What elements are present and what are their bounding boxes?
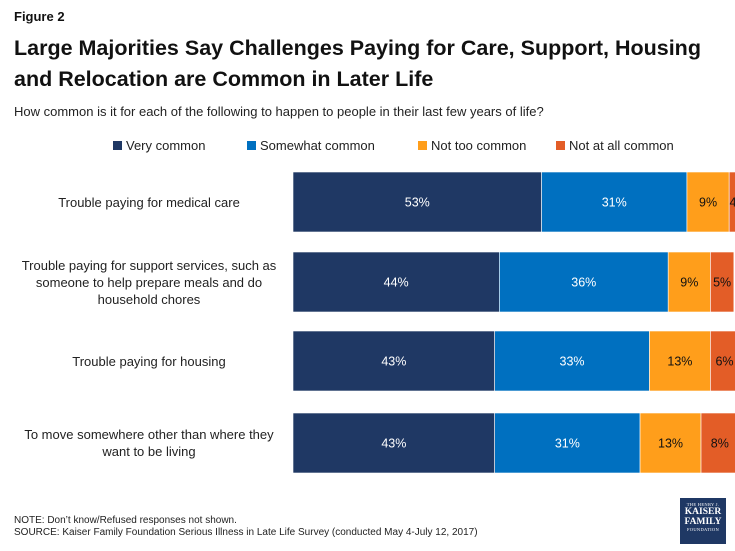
- data-label: 43%: [381, 355, 406, 369]
- bar-segment: [700, 412, 735, 474]
- legend-swatch: [113, 141, 122, 150]
- data-label: 9%: [699, 196, 717, 210]
- data-label: 31%: [602, 196, 627, 210]
- logo-line-3: FAMILY: [684, 517, 722, 527]
- kff-logo: THE HENRY J. KAISER FAMILY FOUNDATION: [680, 498, 726, 544]
- category-label: Trouble paying for medical care: [58, 194, 240, 210]
- bar-segment: [494, 330, 650, 392]
- legend: Very common Somewhat common Not too common…: [0, 138, 735, 156]
- bar-segment: [710, 251, 735, 313]
- data-label: 6%: [715, 355, 733, 369]
- data-label: 4%: [730, 196, 735, 210]
- category-label: To move somewhere other than where they …: [24, 427, 274, 459]
- bar-segment: [292, 330, 495, 392]
- legend-swatch: [247, 141, 256, 150]
- legend-item: Very common: [113, 138, 205, 153]
- logo-line-1: THE HENRY J.: [686, 502, 720, 507]
- legend-label: Very common: [126, 138, 206, 153]
- data-label: 33%: [560, 355, 585, 369]
- bar-segment: [639, 412, 702, 474]
- legend-swatch: [418, 141, 427, 150]
- footnote: NOTE: Don’t know/Refused responses not s…: [14, 515, 478, 539]
- legend-label: Somewhat common: [260, 138, 375, 153]
- bar-segment: [686, 171, 730, 233]
- category-label: Trouble paying for support services, suc…: [21, 257, 277, 307]
- chart-title: Large Majorities Say Challenges Paying f…: [14, 36, 701, 91]
- data-label: 13%: [658, 437, 683, 451]
- data-label: 9%: [680, 276, 698, 290]
- figure-label: Figure 2: [14, 9, 65, 24]
- legend-item: Somewhat common: [247, 138, 375, 153]
- chart-subtitle: How common is it for each of the followi…: [14, 104, 544, 119]
- note-text: NOTE: Don’t know/Refused responses not s…: [14, 515, 237, 526]
- data-label: 31%: [555, 437, 580, 451]
- logo-line-2: KAISER: [684, 507, 722, 517]
- bar-segment: [292, 171, 542, 233]
- data-label: 8%: [711, 437, 729, 451]
- bar-segment: [667, 251, 711, 313]
- data-label: 53%: [405, 196, 430, 210]
- logo-line-4: FOUNDATION: [687, 527, 719, 532]
- category-label: Trouble paying for housing: [72, 353, 226, 369]
- bar-segment: [728, 171, 735, 233]
- legend-item: Not at all common: [556, 138, 674, 153]
- data-label: 5%: [713, 276, 731, 290]
- data-label: 43%: [381, 437, 406, 451]
- legend-item: Not too common: [418, 138, 526, 153]
- legend-swatch: [556, 141, 565, 150]
- data-label: 13%: [667, 355, 692, 369]
- legend-label: Not at all common: [569, 138, 674, 153]
- bar-segment: [649, 330, 711, 392]
- bar-segment: [292, 251, 500, 313]
- source-text: SOURCE: Kaiser Family Foundation Serious…: [14, 527, 478, 538]
- bar-segment: [292, 412, 495, 474]
- bar-segment: [710, 330, 735, 392]
- bar-segment: [541, 171, 688, 233]
- data-label: 36%: [571, 276, 596, 290]
- legend-label: Not too common: [431, 138, 527, 153]
- data-label: 44%: [384, 276, 409, 290]
